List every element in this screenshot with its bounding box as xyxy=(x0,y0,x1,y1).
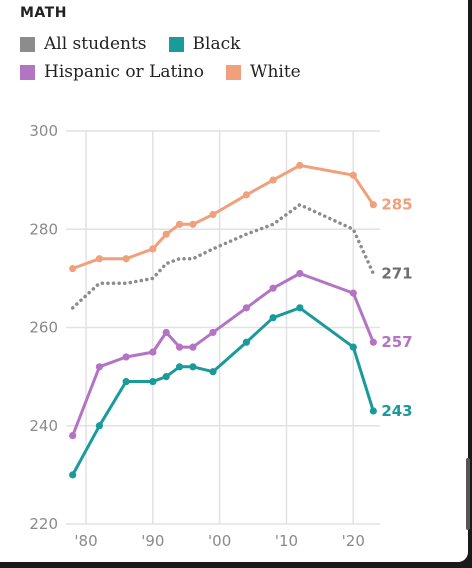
series-end-label: 257 xyxy=(381,333,412,351)
y-tick-label: 300 xyxy=(29,122,58,140)
series-line xyxy=(70,202,376,310)
x-tick-label: '10 xyxy=(275,532,298,550)
series-line xyxy=(71,163,375,270)
legend-swatch-all-students xyxy=(20,36,35,52)
legend-label-white: White xyxy=(249,62,301,82)
data-point xyxy=(122,377,130,386)
y-tick-label: 280 xyxy=(29,220,58,238)
legend-item-hispanic: Hispanic or Latino xyxy=(20,62,204,82)
data-point xyxy=(349,171,357,179)
series-end-label: 285 xyxy=(381,196,412,214)
data-point xyxy=(149,377,157,386)
data-point xyxy=(162,373,170,381)
series-end-label: 271 xyxy=(381,264,412,282)
legend-row: Hispanic or Latino White xyxy=(20,58,460,86)
legend-swatch-hispanic xyxy=(20,64,35,80)
legend-item-all-students: All students xyxy=(20,34,147,54)
legend-label-all-students: All students xyxy=(44,34,147,54)
data-point xyxy=(69,264,77,273)
data-point xyxy=(122,353,130,361)
data-point xyxy=(369,407,377,415)
data-point xyxy=(175,343,184,351)
data-point xyxy=(95,363,104,371)
data-point xyxy=(175,220,184,228)
data-point xyxy=(209,328,217,337)
series-line xyxy=(71,306,375,477)
data-point xyxy=(269,176,277,184)
data-point xyxy=(296,304,304,312)
scrollbar[interactable] xyxy=(466,458,470,530)
legend-label-hispanic: Hispanic or Latino xyxy=(44,62,204,82)
legend-swatch-white xyxy=(225,64,241,80)
x-tick-label: '90 xyxy=(141,532,164,550)
data-point xyxy=(209,368,217,376)
data-point xyxy=(69,471,77,479)
data-point xyxy=(296,161,304,169)
data-point xyxy=(269,284,277,292)
data-point xyxy=(189,220,197,228)
legend-swatch-black xyxy=(168,36,184,52)
series-line xyxy=(71,272,375,438)
x-tick-label: '00 xyxy=(208,532,231,550)
data-point xyxy=(209,210,217,219)
data-point xyxy=(69,431,77,440)
data-point xyxy=(149,245,157,253)
y-tick-label: 240 xyxy=(29,417,58,435)
data-point xyxy=(162,328,170,337)
legend: All students Black Hispanic or Latino Wh… xyxy=(20,30,460,86)
data-point xyxy=(189,363,197,371)
data-point xyxy=(189,343,197,351)
legend-item-black: Black xyxy=(168,34,241,54)
data-point xyxy=(369,338,377,346)
series-end-label: 243 xyxy=(381,402,412,420)
subject-label: MATH xyxy=(20,5,67,21)
data-point xyxy=(296,269,304,278)
legend-row: All students Black xyxy=(20,30,460,58)
y-tick-label: 260 xyxy=(29,319,58,337)
data-point xyxy=(349,343,357,351)
data-point xyxy=(242,304,250,312)
data-point xyxy=(95,255,104,263)
legend-label-black: Black xyxy=(192,34,241,54)
data-point xyxy=(242,338,250,346)
data-point xyxy=(349,289,357,297)
data-point xyxy=(122,255,130,263)
legend-item-white: White xyxy=(225,62,301,82)
y-tick-label: 220 xyxy=(29,515,58,533)
data-point xyxy=(95,422,104,430)
x-tick-label: '20 xyxy=(342,532,365,550)
data-point xyxy=(149,348,157,356)
data-point xyxy=(269,314,277,322)
data-point xyxy=(369,201,377,209)
x-tick-label: '80 xyxy=(74,532,97,550)
data-point xyxy=(162,230,170,238)
data-point xyxy=(175,363,184,371)
data-point xyxy=(242,191,250,199)
